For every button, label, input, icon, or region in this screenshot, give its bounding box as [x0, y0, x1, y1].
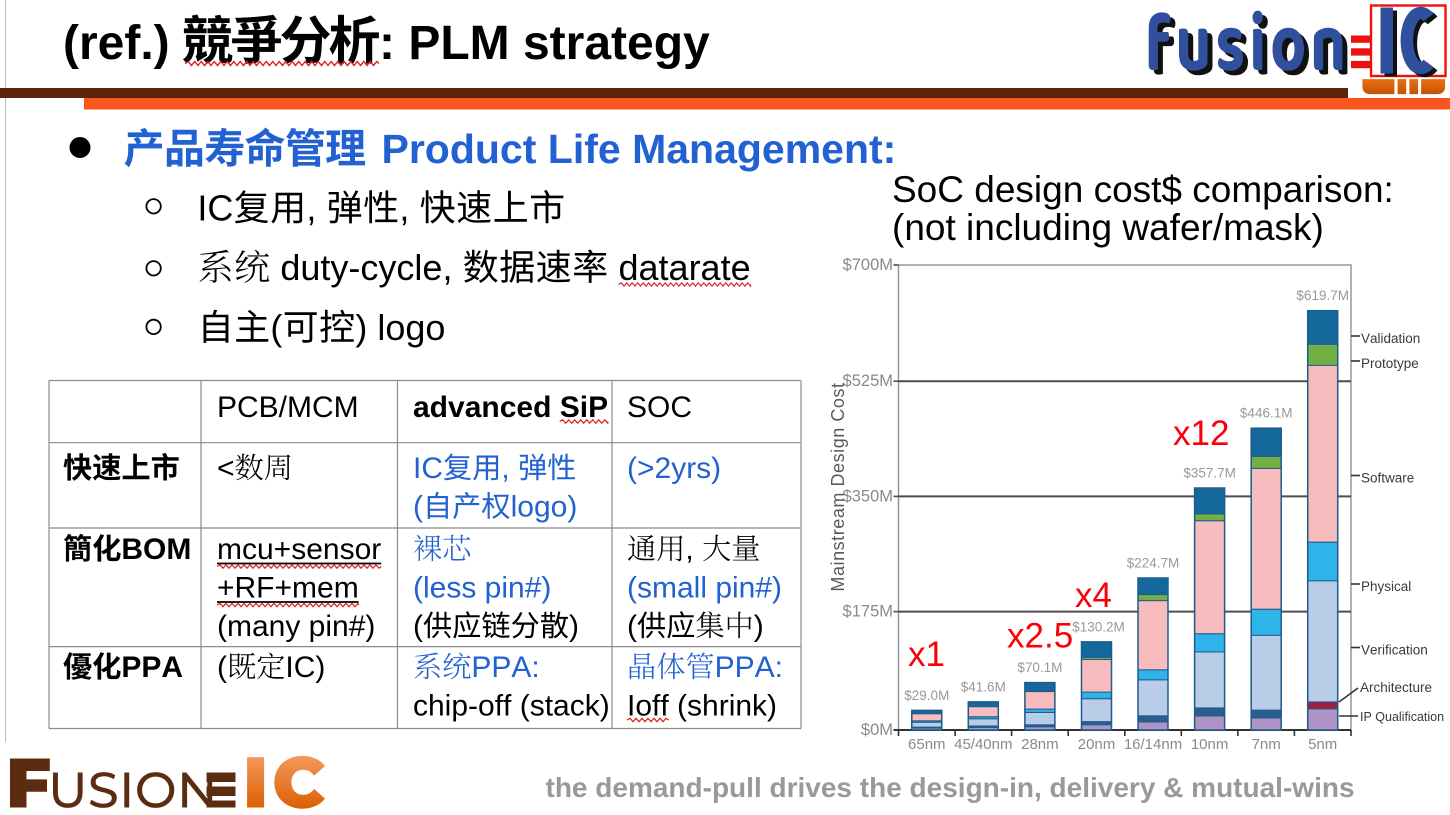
svg-text:$446.1M: $446.1M	[1240, 406, 1293, 421]
svg-text:$224.7M: $224.7M	[1127, 556, 1180, 571]
svg-text:,: ,	[399, 188, 409, 229]
svg-text:5nm: 5nm	[1308, 736, 1337, 753]
svg-text:(: (	[627, 610, 637, 643]
svg-text:Software: Software	[1361, 471, 1414, 486]
svg-text:<: <	[217, 452, 235, 485]
svg-text:IC: IC	[413, 452, 443, 485]
svg-text:$525M: $525M	[843, 372, 893, 390]
svg-text:$70.1M: $70.1M	[1017, 660, 1062, 675]
svg-text:$619.7M: $619.7M	[1296, 288, 1349, 303]
svg-text:x12: x12	[1173, 414, 1229, 453]
svg-text:$357.7M: $357.7M	[1183, 466, 1236, 481]
svg-text:(>2yrs): (>2yrs)	[627, 452, 721, 485]
svg-text:$175M: $175M	[843, 603, 893, 621]
svg-text:(many pin#): (many pin#)	[217, 610, 375, 643]
svg-text:): )	[754, 610, 764, 643]
svg-text:chip-off (stack): chip-off (stack)	[413, 690, 610, 723]
svg-text:IP Qualification: IP Qualification	[1360, 710, 1444, 724]
svg-text:$350M: $350M	[843, 487, 893, 505]
svg-text:$0M: $0M	[861, 721, 893, 739]
svg-text:) logo: ) logo	[355, 307, 445, 348]
svg-text:SOC: SOC	[627, 391, 692, 424]
svg-text:,: ,	[501, 452, 509, 485]
svg-text:$700M: $700M	[843, 256, 893, 274]
svg-text:SoC design cost$ comparison:: SoC design cost$ comparison:	[892, 169, 1394, 210]
svg-text:(less pin#): (less pin#)	[413, 572, 551, 605]
svg-text:10nm: 10nm	[1191, 736, 1229, 753]
svg-text:: PLM strategy: : PLM strategy	[379, 17, 710, 70]
svg-text:x1: x1	[908, 635, 945, 674]
svg-text:Physical: Physical	[1361, 579, 1411, 594]
svg-text:(: (	[270, 307, 282, 348]
svg-text:PPA:: PPA:	[471, 651, 539, 684]
svg-text:+RF+mem: +RF+mem	[217, 572, 359, 605]
svg-text:x2.5: x2.5	[1007, 617, 1073, 656]
svg-text:datarate: datarate	[619, 247, 751, 288]
svg-text:IC): IC)	[285, 651, 325, 684]
svg-text:Mainstream Design Cost: Mainstream Design Cost	[828, 382, 848, 591]
svg-text:duty-cycle,: duty-cycle,	[280, 247, 452, 288]
svg-text:28nm: 28nm	[1021, 736, 1059, 753]
svg-text:the demand-pull drives the des: the demand-pull drives the design-in, de…	[546, 772, 1355, 803]
svg-text:(: (	[217, 651, 227, 684]
svg-text:advanced SiP: advanced SiP	[413, 391, 608, 424]
svg-text:Product Life Management:: Product Life Management:	[382, 126, 897, 172]
svg-text:PPA: PPA	[121, 651, 183, 684]
svg-text:): )	[569, 610, 579, 643]
svg-text:Ioff (shrink): Ioff (shrink)	[627, 690, 777, 723]
svg-text:(small pin#): (small pin#)	[627, 572, 782, 605]
svg-text:PCB/MCM: PCB/MCM	[217, 391, 359, 424]
svg-text:16/14nm: 16/14nm	[1124, 736, 1182, 753]
svg-text:(: (	[413, 610, 423, 643]
svg-text:mcu+sensor: mcu+sensor	[217, 533, 381, 566]
svg-text:logo): logo)	[511, 491, 578, 524]
svg-text:(: (	[413, 491, 423, 524]
svg-text:$41.6M: $41.6M	[961, 679, 1006, 694]
svg-text:PPA:: PPA:	[715, 651, 783, 684]
svg-text:Validation: Validation	[1361, 331, 1420, 346]
svg-text:Architecture: Architecture	[1360, 680, 1432, 695]
svg-text:45/40nm: 45/40nm	[954, 736, 1012, 753]
svg-text:(not including wafer/mask): (not including wafer/mask)	[892, 207, 1324, 248]
svg-text:$29.0M: $29.0M	[904, 688, 949, 703]
svg-text:20nm: 20nm	[1078, 736, 1116, 753]
svg-text:Verification: Verification	[1361, 643, 1428, 658]
svg-text:Prototype: Prototype	[1361, 356, 1419, 371]
svg-text:(ref.): (ref.)	[63, 17, 170, 70]
svg-text:$130.2M: $130.2M	[1072, 619, 1125, 634]
svg-text:,: ,	[306, 188, 316, 229]
svg-text:IC: IC	[197, 188, 233, 229]
svg-text:7nm: 7nm	[1252, 736, 1281, 753]
svg-text:65nm: 65nm	[908, 736, 946, 753]
svg-text:,: ,	[685, 533, 693, 566]
svg-text:BOM: BOM	[121, 533, 191, 566]
svg-text:x4: x4	[1075, 576, 1112, 615]
